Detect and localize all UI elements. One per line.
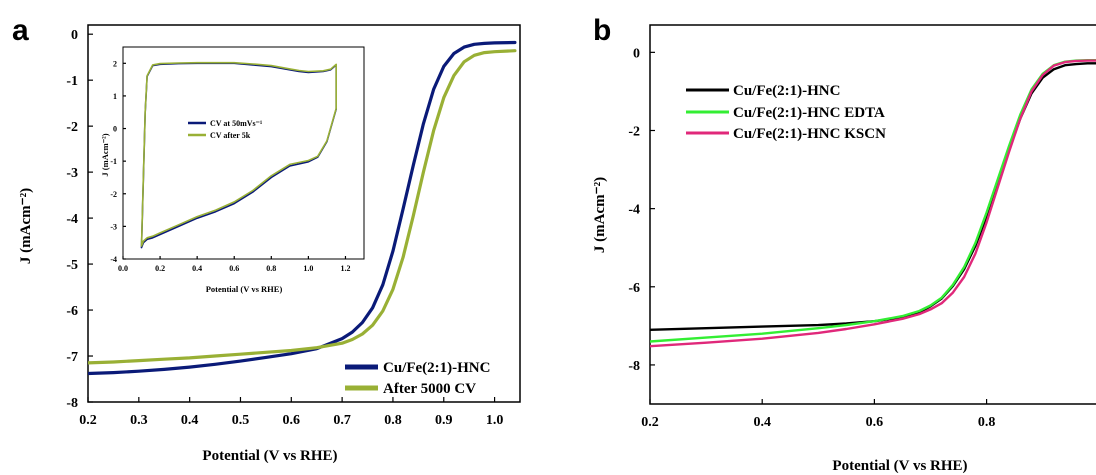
series-line-a-0 [88, 40, 517, 376]
y-tick-label-b-3: -2 [628, 124, 640, 139]
x-tick-label-a-0: 0.2 [79, 413, 97, 428]
axes-inset: 0.0 0.2 0.4 0.6 0.8 1.0 1.2 -4 -3 -2 -1 0 1 2 [110, 59, 350, 273]
x-tick-label-a-7: 0.9 [435, 413, 453, 428]
y-axis-title-a: J (mAcm⁻²) [18, 188, 34, 264]
x-tick-label-a-5: 0.7 [333, 413, 351, 428]
plot-frame-b [649, 24, 1096, 405]
y-tick-label-b-2: -4 [628, 203, 640, 218]
y-axis-title-inset: J (mAcm⁻²) [100, 133, 110, 176]
y-tick-label-a-6: -2 [66, 120, 78, 135]
x-axis-title-inset: Potential (V vs RHE) [206, 284, 283, 294]
panel-label-b: b [593, 14, 611, 47]
legend-label-a-0: Cu/Fe(2:1)-HNC [383, 360, 490, 376]
x-tick-label-inset-0: 0.0 [118, 264, 128, 273]
x-tick-label-a-6: 0.8 [384, 413, 402, 428]
x-tick-label-inset-1: 0.2 [155, 264, 165, 273]
x-axis-title-a: Potential (V vs RHE) [202, 448, 337, 464]
y-tick-label-inset-1: -3 [110, 222, 117, 231]
y-tick-label-b-0: -8 [628, 359, 640, 374]
chart-panel-b: 0.2 0.4 0.6 0.8 -8 -6 -4 -2 0 Potential (V vs RH… [592, 24, 1096, 474]
y-axis-title-b: J (mAcm⁻²) [592, 177, 608, 253]
series-group-b [650, 59, 1096, 348]
y-tick-label-b-1: -6 [628, 281, 640, 296]
plot-frame-a [87, 24, 521, 403]
x-tick-label-inset-4: 0.8 [266, 264, 276, 273]
legend-label-b-2: Cu/Fe(2:1)-HNC KSCN [733, 126, 886, 142]
plot-frame-inset [122, 46, 365, 260]
x-tick-label-a-3: 0.5 [232, 413, 250, 428]
y-tick-label-inset-4: 0 [113, 125, 117, 134]
legend-label-b-0: Cu/Fe(2:1)-HNC [733, 83, 840, 99]
chart-inset: 0.0 0.2 0.4 0.6 0.8 1.0 1.2 -4 -3 -2 -1 0 1 2 Potenti… [100, 46, 365, 294]
series-group-a [88, 40, 517, 376]
legend-inset: CV at 50mVs⁻¹ CV after 5k [188, 119, 263, 140]
x-tick-label-b-2: 0.6 [866, 415, 884, 430]
y-tick-label-a-8: 0 [71, 28, 78, 43]
x-axis-title-b: Potential (V vs RHE) [832, 458, 967, 474]
series-line-b-2 [650, 59, 1096, 348]
x-tick-label-inset-3: 0.6 [229, 264, 239, 273]
y-tick-label-inset-0: -4 [110, 255, 117, 264]
y-tick-label-inset-2: -2 [110, 190, 117, 199]
legend-label-inset-1: CV after 5k [210, 131, 251, 140]
y-tick-label-a-3: -5 [66, 258, 78, 273]
x-tick-label-a-8: 1.0 [486, 413, 504, 428]
panel-label-a: a [12, 14, 29, 47]
legend-label-inset-0: CV at 50mVs⁻¹ [210, 119, 263, 128]
y-tick-label-a-1: -7 [66, 350, 78, 365]
x-tick-label-inset-2: 0.4 [192, 264, 202, 273]
y-tick-label-a-2: -6 [66, 304, 78, 319]
legend-b: Cu/Fe(2:1)-HNC Cu/Fe(2:1)-HNC EDTA Cu/Fe… [686, 83, 886, 142]
x-tick-label-inset-6: 1.2 [340, 264, 350, 273]
y-tick-label-inset-3: -1 [110, 157, 117, 166]
series-line-b-0 [650, 62, 1096, 331]
series-group-inset [140, 61, 338, 249]
y-tick-label-a-4: -4 [66, 212, 78, 227]
series-line-a-1 [88, 49, 517, 365]
axes-a: 0.2 0.3 0.4 0.5 0.6 0.7 0.8 0.9 1.0 -8 -7 -6 -5 -4 -3 -… [66, 28, 503, 428]
y-tick-label-a-0: -8 [66, 396, 78, 411]
series-line-b-1 [650, 59, 1096, 343]
x-tick-label-a-4: 0.6 [283, 413, 301, 428]
y-tick-label-a-7: -1 [66, 74, 78, 89]
legend-a: Cu/Fe(2:1)-HNC After 5000 CV [345, 360, 490, 397]
y-tick-label-a-5: -3 [66, 166, 78, 181]
x-tick-label-a-2: 0.4 [181, 413, 199, 428]
axes-b: 0.2 0.4 0.6 0.8 -8 -6 -4 -2 0 [628, 46, 995, 430]
chart-panel-a: 0.2 0.3 0.4 0.5 0.6 0.7 0.8 0.9 1.0 -8 -7 -6 -5 -4 -3 -… [18, 24, 521, 464]
y-tick-label-inset-6: 2 [113, 59, 117, 68]
legend-label-a-1: After 5000 CV [383, 381, 476, 397]
series-line-inset-1 [140, 61, 338, 247]
legend-label-b-1: Cu/Fe(2:1)-HNC EDTA [733, 105, 885, 121]
y-tick-label-inset-5: 1 [113, 92, 117, 101]
x-tick-label-b-3: 0.8 [978, 415, 996, 430]
x-tick-label-a-1: 0.3 [130, 413, 148, 428]
x-tick-label-b-1: 0.4 [753, 415, 771, 430]
x-tick-label-inset-5: 1.0 [303, 264, 313, 273]
series-line-inset-0 [140, 62, 338, 249]
x-tick-label-b-0: 0.2 [641, 415, 659, 430]
y-tick-label-b-4: 0 [633, 46, 640, 61]
